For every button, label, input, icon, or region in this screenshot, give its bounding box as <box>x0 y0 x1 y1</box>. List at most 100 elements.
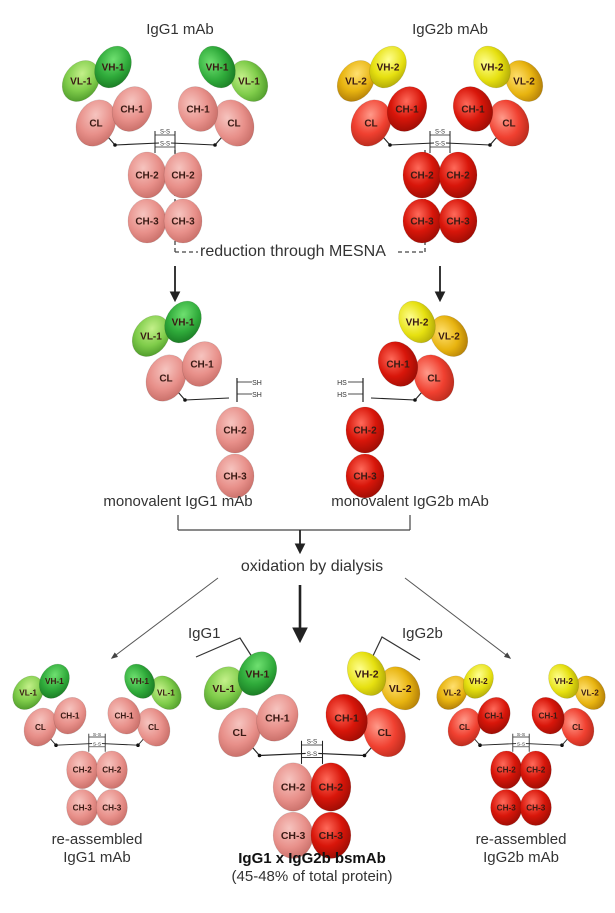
igg2b-mab-left-half-cl-label: CL <box>364 119 377 130</box>
igg2b-mab-right-half-ch1-label: CH-1 <box>461 105 485 116</box>
bsmab-right-half-cl-label: CL <box>377 727 392 739</box>
igg2b-mab-right-half-vh: VH-2 <box>473 45 511 89</box>
reassembled-igg2b-mab-left-half-ch1: CH-1 <box>477 697 511 735</box>
reassembled-igg1-mab-left-half-ch2: CH-2 <box>66 750 99 789</box>
reassembled-igg2b-mab-left-half-ch3: CH-3 <box>490 789 523 826</box>
igg1-mab: S-S S-S <box>154 130 176 153</box>
bsmab: S-S S-S <box>300 738 324 764</box>
reassembled-igg1-mab-right-half-ch2-label: CH-2 <box>102 766 122 775</box>
bracket-igg1-arm <box>195 637 255 661</box>
reassembled-igg1-mab-left-half-ch2-label: CH-2 <box>73 766 93 775</box>
bsmab-right-half-cl: CL <box>363 707 406 758</box>
igg1-mab-left-half <box>107 136 160 147</box>
igg1-mab-left-half-ch1: CH-1 <box>111 86 153 132</box>
reassembled-igg2b-mab-right-half-ch1: CH-1 <box>531 697 565 735</box>
bsmab-left-half-vl-label: VL-1 <box>212 683 235 695</box>
igg1-mab-left-half-vh: VH-1 <box>94 45 132 89</box>
reassembled-igg1-mab-left-half-vh: VH-1 <box>38 663 70 699</box>
reassembled-igg1-mab-right-half-cl: CL <box>136 707 171 747</box>
reassembled-igg2b-mab-left-half-ch2: CH-2 <box>490 750 523 789</box>
igg2b-mab-left-half-ch2: CH-2 <box>402 151 442 199</box>
igg1-mab-left-half-vl: VL-1 <box>61 60 101 102</box>
igg1-mab-right-half-cl-label: CL <box>227 119 240 130</box>
reassembled-igg2b-mab: S-S S-S <box>512 732 530 752</box>
reassembled-igg1-mab-right-half-cl-label: CL <box>148 723 159 732</box>
reassembled-igg2b-mab-right-half-ch3: CH-3 <box>519 789 552 826</box>
igg1-mab-left-half-ch1-label: CH-1 <box>120 105 144 116</box>
disulfide-bond-upper: S-S <box>160 130 170 136</box>
reassembled-igg1-mab-right-half-vl: VL-1 <box>150 675 182 710</box>
monovalent-igg2b-half-ch3: CH-3 <box>345 453 385 499</box>
bsmab-left-half-ch1: CH-1 <box>256 693 299 742</box>
igg1-mab-left-half-ch2-label: CH-2 <box>135 171 159 182</box>
igg2b-mab-left-half-ch2-label: CH-2 <box>410 171 434 182</box>
igg1-mab-right-half-ch2: CH-2 <box>163 151 203 199</box>
bsmab-right-half-vh-label: VH-2 <box>355 668 379 680</box>
igg1-mab-right-half-vl-label: VL-1 <box>238 77 260 88</box>
monovalent-igg2b-half-vh: VH-2 <box>398 300 436 344</box>
reassembled-igg2b-mab-left-half-cl: CL <box>447 707 482 747</box>
igg2b-mab-left-half-vl-label: VL-2 <box>345 77 367 88</box>
bsmab-right-half-ch1: CH-1 <box>325 693 368 742</box>
disulfide-bond-lower: S-S <box>517 742 526 748</box>
igg1-mab-right-half-cl: CL <box>213 99 255 147</box>
disulfide-bond-lower: S-S <box>93 742 102 748</box>
reassembled-igg2b-mab-right-half-cl-label: CL <box>572 723 583 732</box>
igg1-mab-right-half-ch3: CH-3 <box>163 198 203 244</box>
reassembled-igg1-mab-left-half-ch1-label: CH-1 <box>60 712 80 721</box>
reassembled-igg1-mab-right-half-ch1: CH-1 <box>107 697 141 735</box>
igg2b-mab-left-half-ch1: CH-1 <box>386 86 428 132</box>
reassembled-igg2b-mab-right-half-vl-label: VL-2 <box>581 689 599 698</box>
thiol-hs-upper: HS <box>337 380 347 387</box>
igg2b-mab-left-half-ch3-label: CH-3 <box>410 217 434 228</box>
igg1-mab-right-half-ch1: CH-1 <box>177 86 219 132</box>
reassembled-igg1-mab-left-half-ch3-label: CH-3 <box>73 803 93 812</box>
monovalent-igg1-half-cl-label: CL <box>159 374 172 385</box>
step-oxidation: oxidation by dialysis <box>236 558 388 576</box>
label-reassembled-igg1-line1: re-assembled <box>51 831 143 848</box>
monovalent-igg1-half-ch1-label: CH-1 <box>190 360 214 371</box>
reassembled-igg1-mab-right-half-vh-label: VH-1 <box>130 677 149 686</box>
disulfide-bond-upper: S-S <box>93 732 102 738</box>
igg2b-mab-right-half-ch2: CH-2 <box>438 151 478 199</box>
igg2b-mab-right-half-vl: VL-2 <box>504 60 544 102</box>
reassembled-igg2b-mab-right-half-vl: VL-2 <box>574 675 606 710</box>
reassembled-igg1-mab-right-half-ch3: CH-3 <box>95 789 128 826</box>
monovalent-igg2b-half-vl: VL-2 <box>429 315 469 357</box>
bsmab-right-half-vh: VH-2 <box>347 651 387 696</box>
label-reassembled-igg2b-line1: re-assembled <box>475 831 567 848</box>
monovalent-igg2b-half-cl-label: CL <box>427 374 440 385</box>
disulfide-bond-upper: S-S <box>435 130 445 136</box>
reassembled-igg1-mab-right-half-ch2: CH-2 <box>95 750 128 789</box>
reassembled-igg2b-mab-left-half-ch2-label: CH-2 <box>497 766 517 775</box>
thiol-sh-lower: SH <box>252 392 262 399</box>
monovalent-igg2b: HS HS <box>337 378 364 402</box>
reassembled-igg2b-mab-right-half <box>525 738 569 747</box>
igg1-mab-right-half-ch3-label: CH-3 <box>171 217 195 228</box>
disulfide-bond-lower: S-S <box>307 751 318 758</box>
bsmab-right-half-ch3-label: CH-3 <box>319 830 344 842</box>
igg2b-mab-left-half-ch1-label: CH-1 <box>395 105 419 116</box>
reassembled-igg2b-mab-right-half-ch2-label: CH-2 <box>526 766 546 775</box>
igg2b-mab-right-half-vl-label: VL-2 <box>513 77 535 88</box>
igg2b-mab-left-half-vl: VL-2 <box>336 60 376 102</box>
monovalent-igg2b-half-ch1: CH-1 <box>377 341 419 387</box>
label-monovalent-igg2b: monovalent IgG2b mAb <box>331 493 489 510</box>
monovalent-igg1-half <box>177 391 230 402</box>
monovalent-igg1-half-ch2: CH-2 <box>215 406 255 454</box>
bsmab-left-half-vh: VH-1 <box>237 651 277 696</box>
monovalent-igg1-half-ch1: CH-1 <box>181 341 223 387</box>
bsmab-right-half <box>318 746 373 758</box>
title-igg1-mab: IgG1 mAb <box>146 21 214 38</box>
igg1-mab-left-half-vh-label: VH-1 <box>102 63 125 74</box>
bsmab-right-half-ch2: CH-2 <box>310 762 352 812</box>
reassembled-igg2b-mab-left-half-vl-label: VL-2 <box>443 689 461 698</box>
igg2b-mab-right-half-cl-label: CL <box>502 119 515 130</box>
monovalent-igg1-half-vl: VL-1 <box>131 315 171 357</box>
monovalent-igg2b-half <box>370 391 423 402</box>
reassembled-igg1-mab: S-S S-S <box>88 732 106 752</box>
title-igg2b-mab: IgG2b mAb <box>412 21 488 38</box>
step-reduction: reduction through MESNA <box>198 243 388 261</box>
monovalent-igg2b-half-ch2-label: CH-2 <box>353 426 377 437</box>
reassembled-igg2b-mab-right-half-vh-label: VH-2 <box>554 677 573 686</box>
